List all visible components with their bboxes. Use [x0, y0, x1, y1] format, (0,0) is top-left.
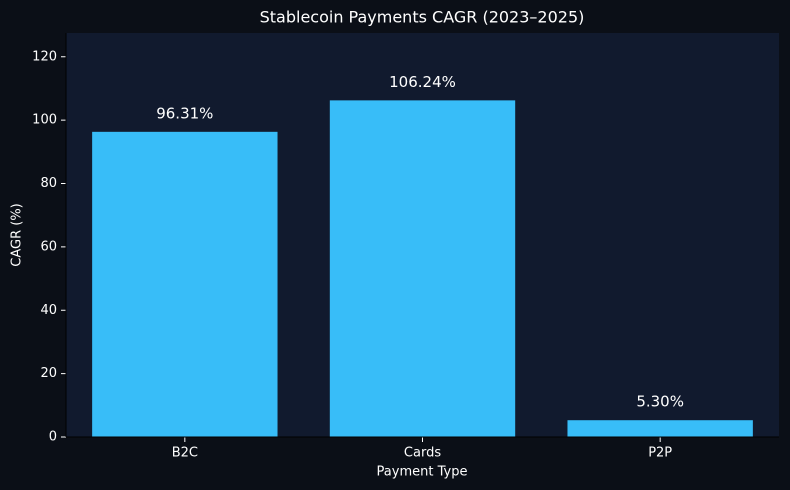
- y-tick-label: 0: [49, 430, 57, 445]
- chart-title: Stablecoin Payments CAGR (2023–2025): [260, 8, 585, 27]
- x-axis-label: Payment Type: [377, 465, 468, 480]
- y-tick-label: 40: [40, 303, 57, 318]
- value-label: 5.30%: [636, 393, 684, 411]
- x-tick-label: P2P: [648, 446, 672, 461]
- value-label: 96.31%: [156, 104, 213, 122]
- y-axis-label: CAGR (%): [10, 203, 25, 266]
- y-tick-label: 120: [32, 49, 57, 64]
- y-tick-label: 80: [40, 176, 57, 191]
- x-tick-label: B2C: [172, 446, 198, 461]
- bar: [92, 131, 278, 438]
- x-tick-label: Cards: [404, 446, 441, 461]
- value-label: 106.24%: [389, 73, 456, 91]
- y-tick-label: 100: [32, 113, 57, 128]
- y-tick-label: 60: [40, 239, 57, 254]
- y-tick-label: 20: [40, 366, 57, 381]
- bar: [329, 100, 516, 437]
- bar: [567, 420, 753, 437]
